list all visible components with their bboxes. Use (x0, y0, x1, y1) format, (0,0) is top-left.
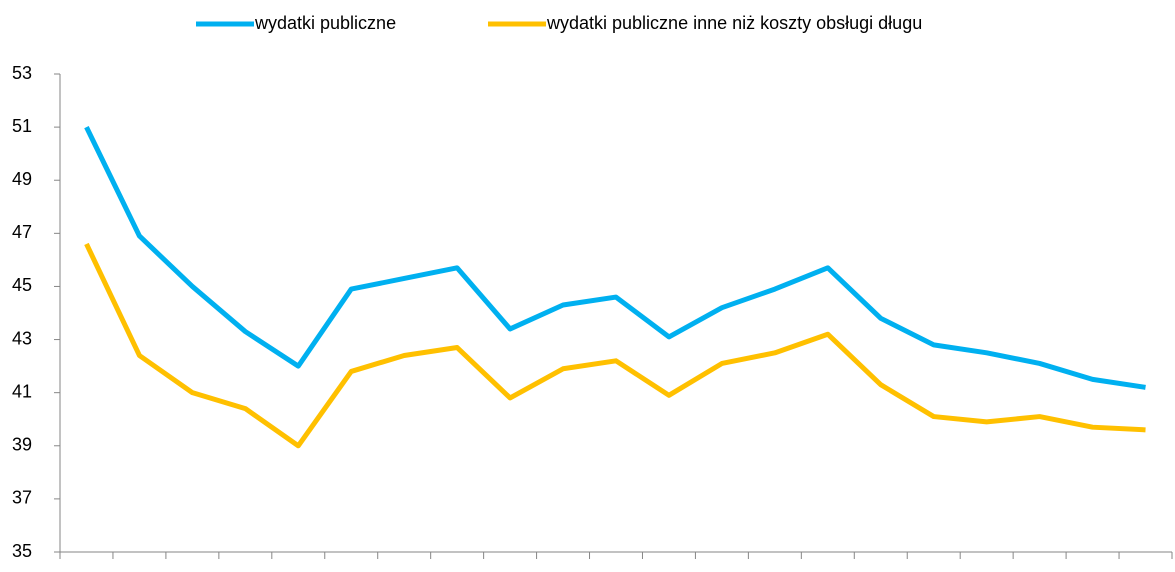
legend-label: wydatki publiczne (254, 13, 396, 33)
y-tick-label: 39 (12, 435, 32, 455)
series-line (84, 126, 1146, 390)
y-tick-label: 41 (12, 381, 32, 401)
y-tick-label: 35 (12, 541, 32, 561)
y-tick-label: 47 (12, 222, 32, 242)
y-tick-label: 43 (12, 328, 32, 348)
y-tick-label: 53 (12, 63, 32, 83)
y-tick-label: 51 (12, 116, 32, 136)
legend-label: wydatki publiczne inne niż koszty obsług… (546, 13, 922, 33)
series-line (84, 242, 1146, 449)
y-tick-label: 37 (12, 488, 32, 508)
y-tick-label: 45 (12, 275, 32, 295)
y-tick-label: 49 (12, 169, 32, 189)
